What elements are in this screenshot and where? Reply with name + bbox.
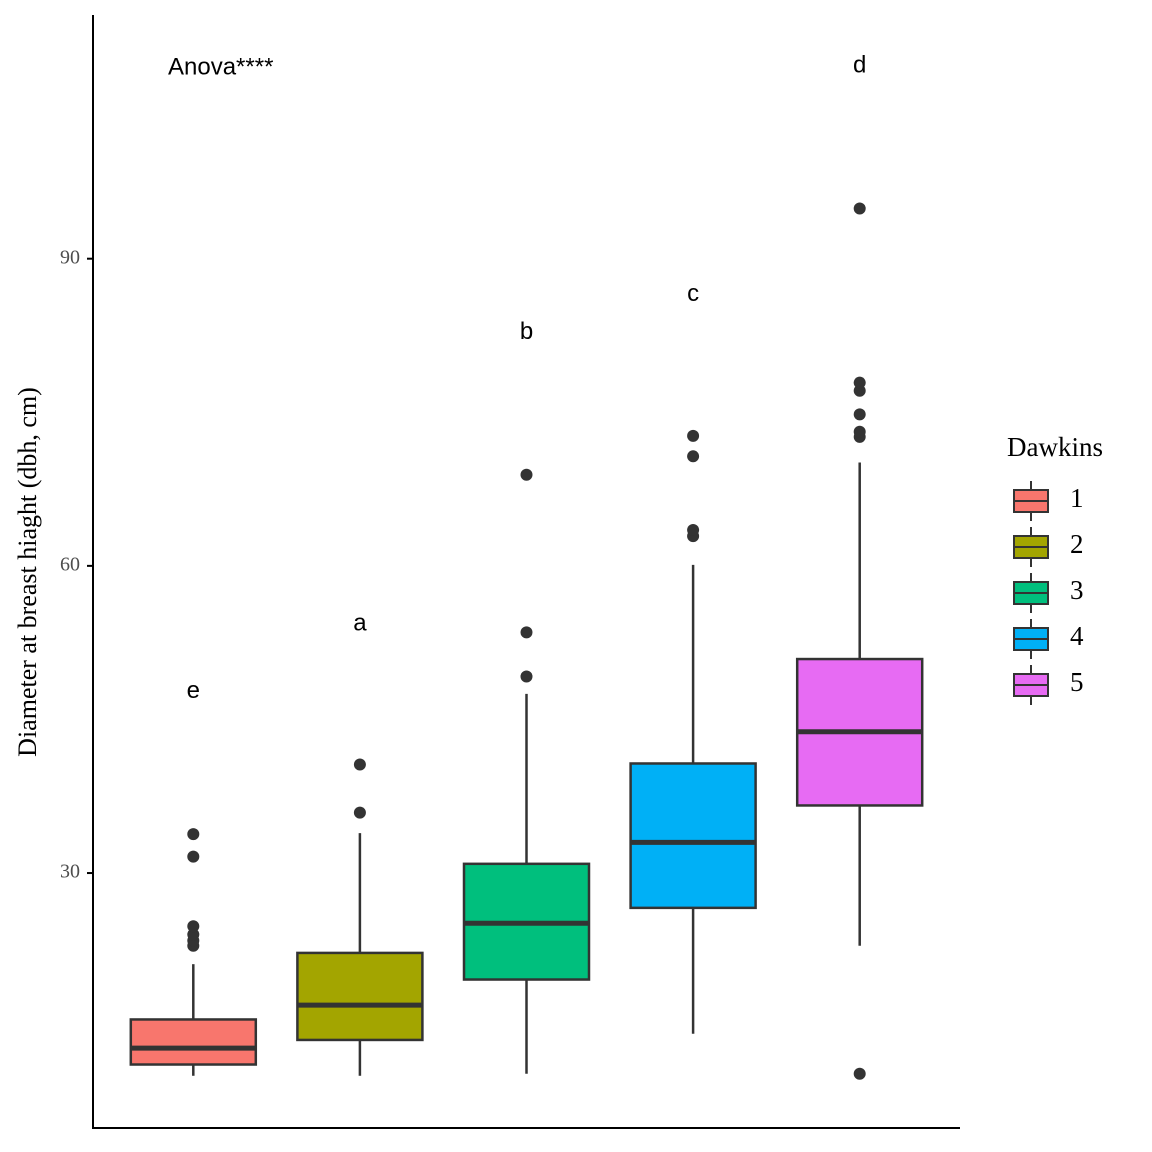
box bbox=[629, 762, 757, 910]
legend-label: 4 bbox=[1070, 621, 1084, 651]
outlier bbox=[520, 626, 533, 639]
outlier bbox=[353, 758, 366, 771]
y-axis-title: Diameter at breast hiaght (dbh, cm) bbox=[13, 387, 42, 757]
outlier bbox=[853, 1067, 866, 1080]
outlier bbox=[853, 202, 866, 215]
group-letter: a bbox=[353, 610, 367, 637]
legend-label: 3 bbox=[1070, 575, 1084, 605]
box bbox=[296, 951, 424, 1042]
legend-title: Dawkins bbox=[1007, 432, 1103, 462]
legend-label: 1 bbox=[1070, 483, 1084, 513]
outlier bbox=[853, 376, 866, 389]
group-letter: d bbox=[853, 52, 866, 79]
outlier bbox=[353, 806, 366, 819]
outlier bbox=[187, 920, 200, 933]
group-letter: b bbox=[520, 318, 533, 345]
y-tick-label: 30 bbox=[60, 861, 80, 883]
y-tick-label: 90 bbox=[60, 246, 80, 268]
outlier bbox=[187, 828, 200, 841]
outlier bbox=[520, 670, 533, 683]
legend-label: 2 bbox=[1070, 529, 1084, 559]
outlier bbox=[687, 450, 700, 463]
box bbox=[129, 1018, 258, 1066]
outlier bbox=[687, 429, 700, 442]
group-letter: c bbox=[687, 280, 699, 307]
y-tick-label: 60 bbox=[60, 553, 80, 575]
annotation: Anova**** bbox=[168, 53, 273, 80]
legend-label: 5 bbox=[1070, 667, 1084, 697]
outlier bbox=[853, 408, 866, 421]
outlier bbox=[853, 425, 866, 438]
outlier bbox=[187, 850, 200, 863]
group-letter: e bbox=[187, 677, 200, 704]
outlier bbox=[520, 468, 533, 481]
outlier bbox=[687, 524, 700, 537]
